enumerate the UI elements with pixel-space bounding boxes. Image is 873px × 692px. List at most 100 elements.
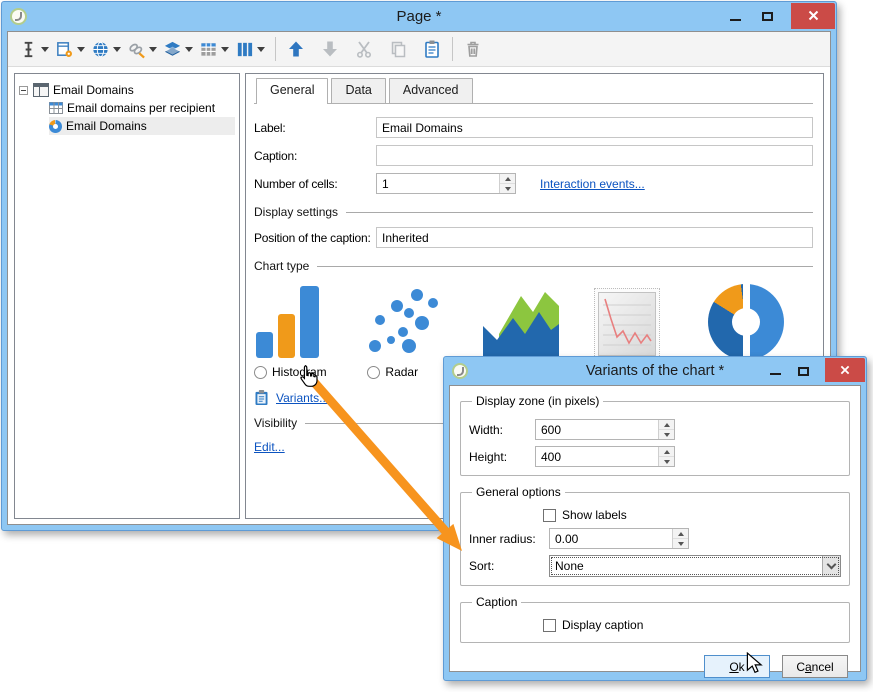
tree-root-row[interactable]: Email Domains <box>19 81 235 99</box>
height-stepper[interactable]: 400 <box>535 446 675 467</box>
caption-field-label: Caption: <box>254 148 298 163</box>
spin-down-button[interactable] <box>673 539 688 548</box>
interaction-events-link[interactable]: Interaction events... <box>540 176 645 191</box>
minimize-button[interactable] <box>719 2 751 31</box>
move-down-button[interactable] <box>317 35 343 63</box>
chevron-down-icon <box>257 46 265 52</box>
radio-histogram[interactable] <box>254 365 267 379</box>
tree-item-label: Email Domains <box>66 119 147 133</box>
chart-option-histogram[interactable]: Histogram <box>254 280 359 379</box>
field-tool-icon <box>24 41 33 57</box>
close-button[interactable] <box>825 358 865 382</box>
web-button[interactable] <box>88 35 124 63</box>
spin-up-icon <box>677 531 684 536</box>
maximize-button[interactable] <box>751 2 783 31</box>
variants-link[interactable]: Variants... <box>276 390 330 405</box>
radar-icon <box>369 289 439 353</box>
link-icon <box>129 43 145 58</box>
minimize-button[interactable] <box>761 357 789 385</box>
tab-general[interactable]: General <box>256 78 329 104</box>
copy-button[interactable] <box>385 35 411 63</box>
cut-button[interactable] <box>351 35 377 63</box>
paste-button[interactable] <box>419 35 445 63</box>
show-labels-checkbox[interactable] <box>543 508 556 522</box>
caption-legend: Caption <box>476 595 518 609</box>
height-label: Height: <box>469 449 508 464</box>
columns-button[interactable] <box>232 35 268 63</box>
tab-data[interactable]: Data <box>331 78 386 103</box>
properties-panel: General Data Advanced Label: Email Domai… <box>245 73 824 519</box>
histogram-icon <box>256 286 319 358</box>
label-field-label: Label: <box>254 120 286 135</box>
columns-icon <box>237 42 253 56</box>
display-caption-checkbox[interactable] <box>543 618 556 632</box>
edit-link[interactable]: Edit... <box>254 440 285 454</box>
page-titlebar[interactable]: Page * <box>2 2 836 31</box>
radio-radar[interactable] <box>367 365 381 379</box>
maximize-icon <box>761 12 773 21</box>
chevron-down-icon <box>41 46 49 52</box>
chevron-down-icon <box>221 46 229 52</box>
spin-down-button[interactable] <box>659 430 674 439</box>
dropdown-button[interactable] <box>822 556 840 576</box>
link-button[interactable] <box>124 35 160 63</box>
tree-item-chart[interactable]: Email Domains <box>49 117 235 135</box>
toolbar <box>8 32 830 67</box>
spin-down-icon <box>677 541 684 546</box>
paste-clipboard-icon <box>425 40 439 58</box>
close-button[interactable] <box>791 2 835 29</box>
page-window: Page * <box>1 1 837 531</box>
position-input[interactable]: Inherited <box>376 227 813 248</box>
spin-up-button[interactable] <box>500 174 515 184</box>
layers-button[interactable] <box>160 35 196 63</box>
collapse-icon[interactable] <box>19 85 28 95</box>
chart-option-radar[interactable]: Radar <box>367 280 472 379</box>
show-labels-label: Show labels <box>562 508 627 522</box>
spin-up-icon <box>663 422 670 427</box>
spin-up-button[interactable] <box>659 447 674 457</box>
spin-down-button[interactable] <box>659 457 674 466</box>
cells-stepper[interactable]: 1 <box>376 173 516 194</box>
chevron-down-icon <box>149 46 157 52</box>
chevron-down-icon <box>185 46 193 52</box>
variants-clipboard-icon <box>255 390 268 405</box>
display-zone-legend: Display zone (in pixels) <box>476 394 600 408</box>
arrow-up-icon <box>289 41 303 57</box>
spin-up-button[interactable] <box>659 420 674 430</box>
width-stepper[interactable]: 600 <box>535 419 675 440</box>
caption-input[interactable] <box>376 145 813 166</box>
pie-chart-icon <box>49 119 62 133</box>
trash-icon <box>467 41 479 57</box>
label-input[interactable]: Email Domains <box>376 117 813 138</box>
table-button[interactable] <box>196 35 232 63</box>
spin-down-button[interactable] <box>500 184 515 193</box>
field-tool-button[interactable] <box>16 35 52 63</box>
maximize-button[interactable] <box>789 357 817 385</box>
chevron-down-icon <box>77 46 85 52</box>
pie-icon <box>707 282 784 364</box>
tree-item-label: Email domains per recipient <box>67 101 216 115</box>
tab-advanced[interactable]: Advanced <box>388 78 473 103</box>
page-title: Page * <box>396 8 442 25</box>
inner-radius-stepper[interactable]: 0.00 <box>549 528 689 549</box>
minimize-icon <box>729 18 741 21</box>
inner-radius-label: Inner radius: <box>469 531 536 546</box>
variants-title: Variants of the chart * <box>585 363 725 379</box>
delete-button[interactable] <box>460 35 486 63</box>
table-grid-icon <box>49 102 63 114</box>
sort-dropdown[interactable]: None <box>549 555 841 577</box>
spin-up-icon <box>504 176 511 181</box>
variants-dialog: Variants of the chart * Display zone (in… <box>443 356 867 681</box>
display-settings-header: Display settings <box>254 205 813 219</box>
variants-titlebar[interactable]: Variants of the chart * <box>444 357 866 385</box>
spin-up-button[interactable] <box>673 529 688 539</box>
cells-field-label: Number of cells: <box>254 176 338 191</box>
form-settings-button[interactable] <box>52 35 88 63</box>
move-up-button[interactable] <box>283 35 309 63</box>
chevron-down-icon <box>826 559 837 570</box>
sort-label: Sort: <box>469 559 495 573</box>
tree-item-table[interactable]: Email domains per recipient <box>49 99 235 117</box>
caption-group: Caption Display caption <box>460 595 850 643</box>
